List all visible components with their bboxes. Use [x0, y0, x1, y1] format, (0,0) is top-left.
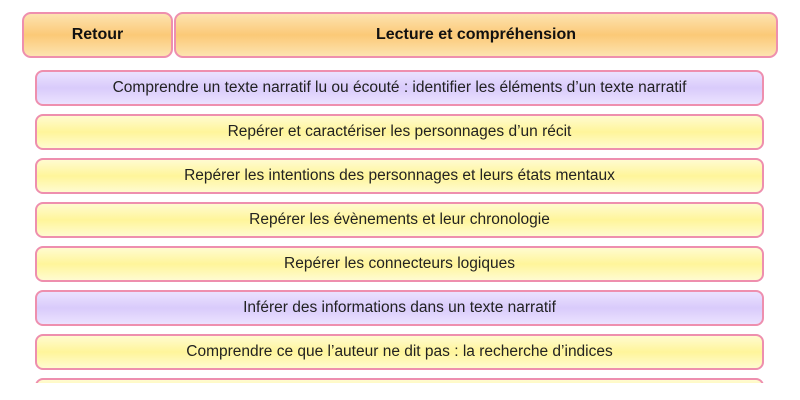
list-item[interactable]: Repérer les connecteurs logiques — [35, 246, 764, 282]
list-item[interactable]: Repérer les évènements et leur chronolog… — [35, 202, 764, 238]
list-item[interactable]: Repérer les intentions des personnages e… — [35, 158, 764, 194]
lesson-list[interactable]: Comprendre un texte narratif lu ou écout… — [35, 70, 764, 383]
list-item[interactable]: Comprendre un texte narratif lu ou écout… — [35, 70, 764, 106]
list-item[interactable] — [35, 378, 764, 383]
back-button[interactable]: Retour — [22, 12, 173, 58]
list-item[interactable]: Inférer des informations dans un texte n… — [35, 290, 764, 326]
list-item[interactable]: Repérer et caractériser les personnages … — [35, 114, 764, 150]
list-item[interactable]: Comprendre ce que l’auteur ne dit pas : … — [35, 334, 764, 370]
page-title: Lecture et compréhension — [174, 12, 778, 58]
